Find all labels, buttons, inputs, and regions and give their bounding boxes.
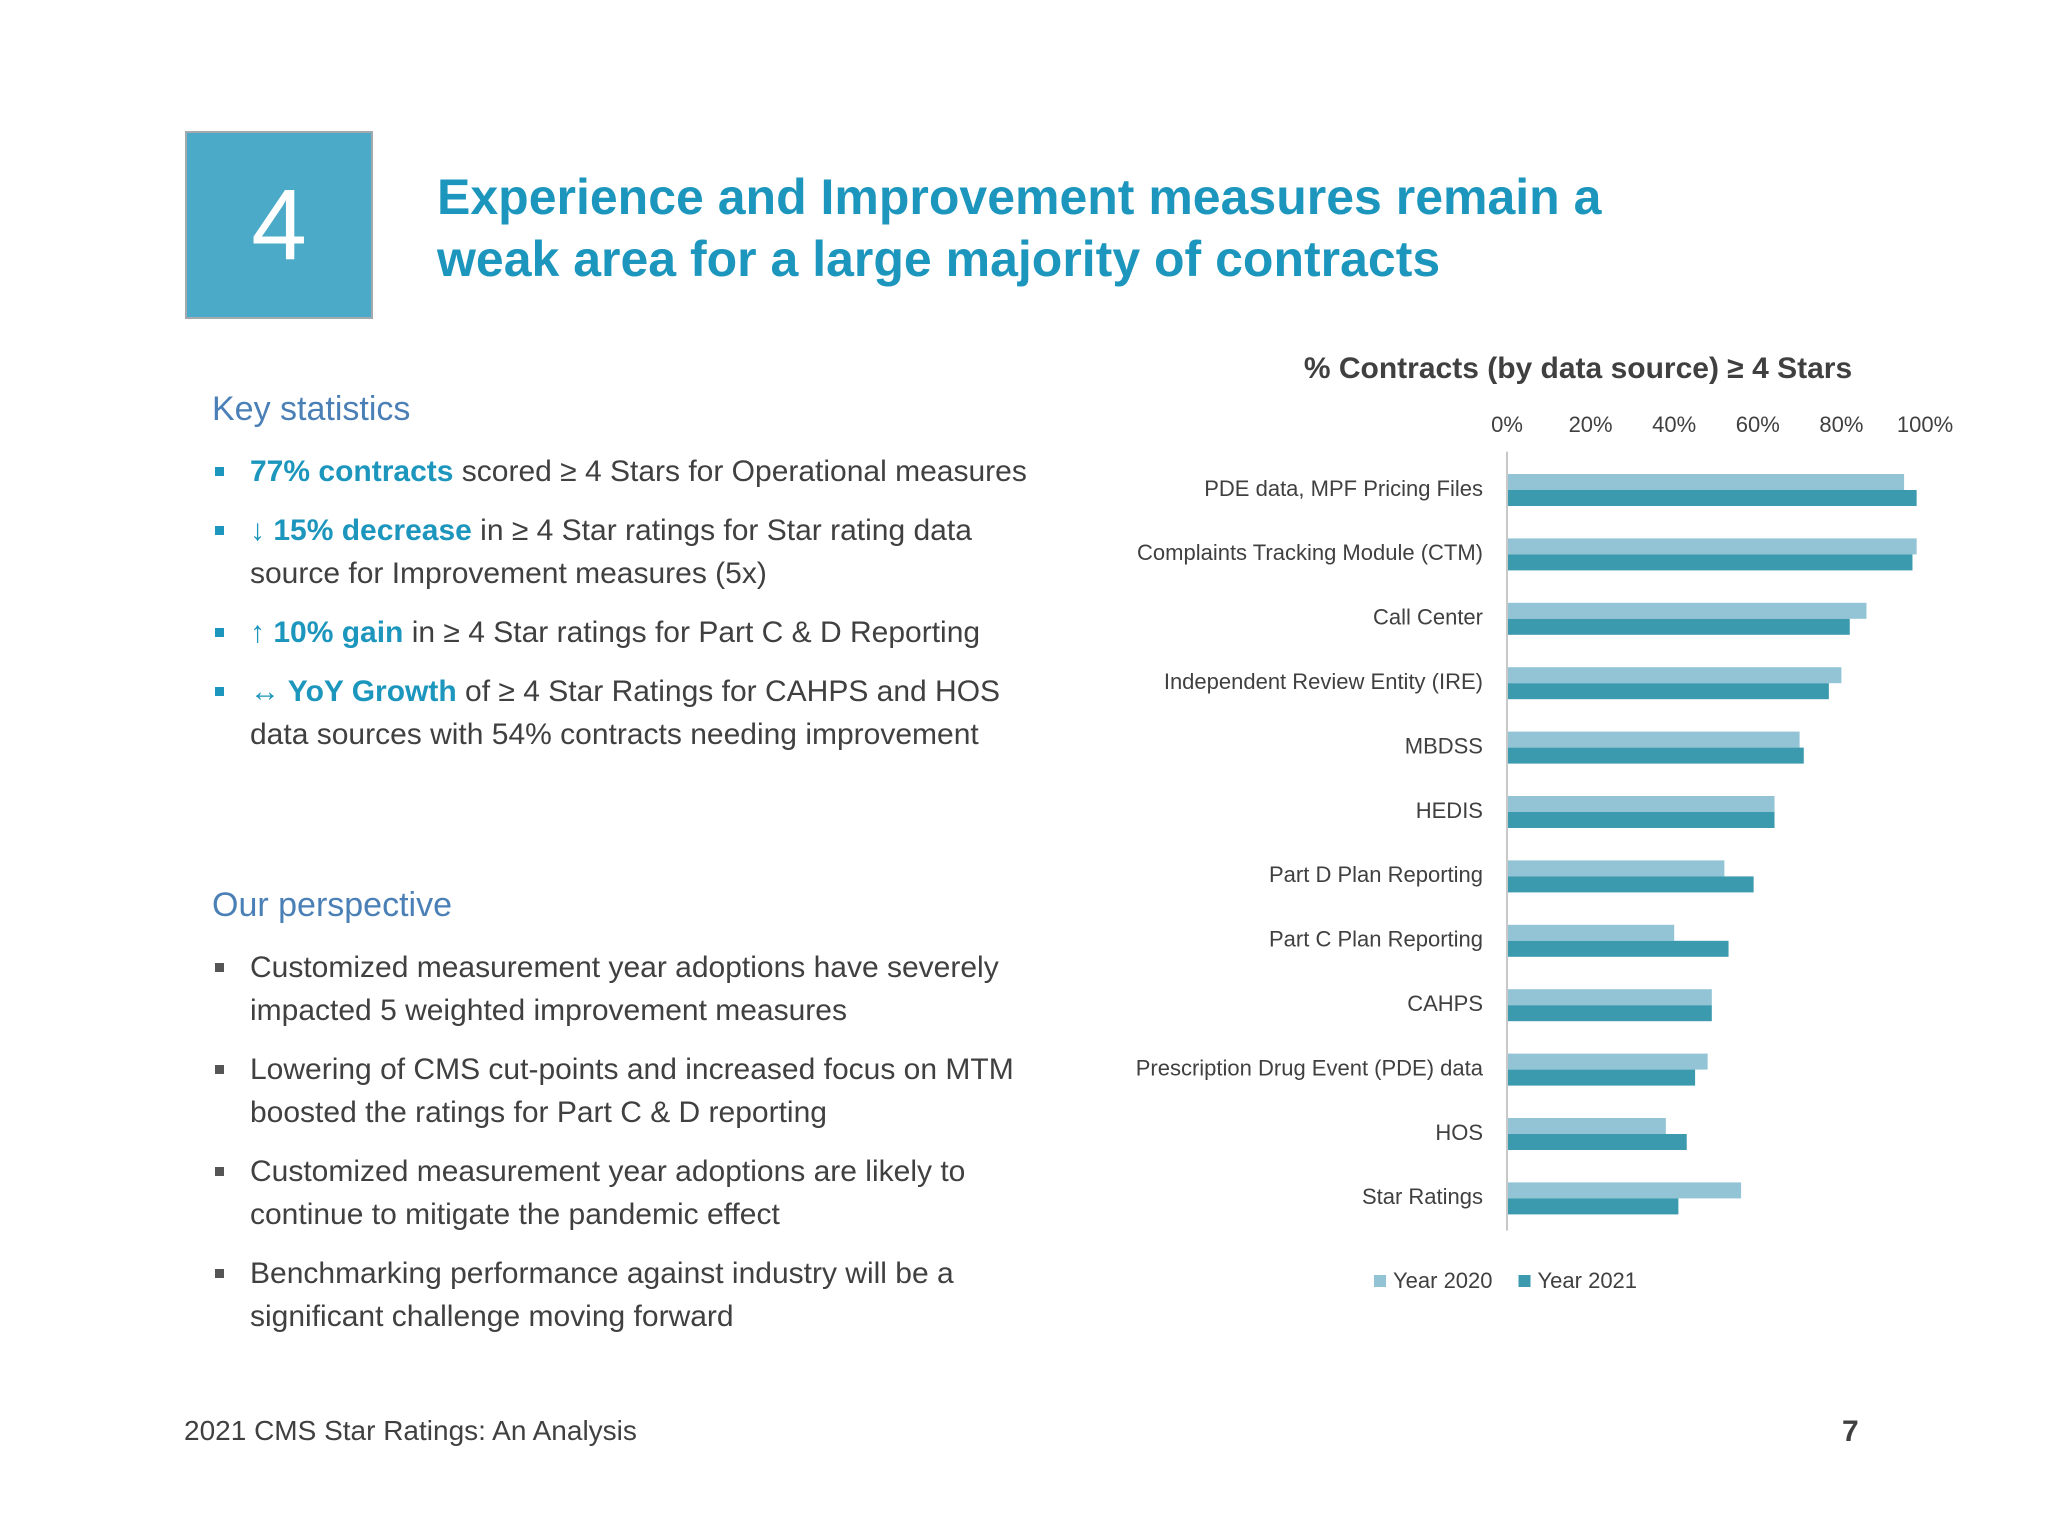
perspective-list: Customized measurement year adoptions ha…: [212, 946, 1042, 1354]
bar: [1507, 876, 1754, 893]
bar: [1507, 618, 1850, 635]
y-tick-label: Independent Review Entity (IRE): [1164, 669, 1483, 694]
highlight: 77% contracts: [250, 455, 454, 488]
y-tick-label: CAHPS: [1407, 991, 1483, 1016]
bar: [1507, 1053, 1708, 1070]
bar: [1507, 940, 1729, 957]
title-line: weak area for a large majority of contra…: [437, 231, 1441, 287]
bar: [1507, 989, 1712, 1006]
bar: [1507, 860, 1725, 877]
bar: [1507, 1118, 1666, 1134]
bar: [1507, 812, 1775, 828]
bullet-text: scored ≥ 4 Stars for Operational measure…: [461, 455, 1027, 488]
legend-swatch: [1518, 1275, 1531, 1287]
bar: [1507, 1005, 1712, 1022]
y-tick-label: PDE data, MPF Pricing Files: [1204, 476, 1483, 501]
x-tick-label: 40%: [1652, 412, 1696, 437]
highlight: ↓ 15% decrease: [250, 514, 472, 547]
bar: [1507, 1182, 1742, 1199]
highlight: ↑ 10% gain: [250, 616, 404, 649]
y-tick-label: Part C Plan Reporting: [1269, 927, 1483, 952]
legend-label: Year 2020: [1393, 1268, 1493, 1293]
y-tick-label: Prescription Drug Event (PDE) data: [1136, 1055, 1484, 1080]
x-tick-label: 60%: [1736, 412, 1780, 437]
bullet: Customized measurement year adoptions ar…: [212, 1150, 1042, 1236]
bar: [1507, 1134, 1687, 1150]
bullet: ↓ 15% decrease in ≥ 4 Star ratings for S…: [212, 509, 1042, 595]
section-heading: Key statistics: [212, 390, 411, 428]
y-tick-label: MBDSS: [1405, 733, 1483, 758]
section-heading: Our perspective: [212, 886, 452, 924]
bar: [1507, 683, 1829, 700]
y-tick-label: HEDIS: [1416, 798, 1483, 823]
bar: [1507, 1069, 1696, 1086]
y-tick-label: Star Ratings: [1362, 1184, 1483, 1209]
section-number: 4: [185, 131, 373, 319]
bullet: Customized measurement year adoptions ha…: [212, 946, 1042, 1032]
bullet: 77% contracts scored ≥ 4 Stars for Opera…: [212, 450, 1042, 493]
bullet: ↔ YoY Growth of ≥ 4 Star Ratings for CAH…: [212, 670, 1042, 756]
x-tick-label: 20%: [1569, 412, 1613, 437]
slide-title: Experience and Improvement measures rema…: [437, 166, 1601, 290]
x-tick-label: 0%: [1491, 412, 1523, 437]
y-tick-label: Call Center: [1373, 605, 1483, 630]
bullet: Lowering of CMS cut-points and increased…: [212, 1048, 1042, 1134]
chart-title: % Contracts (by data source) ≥ 4 Stars: [1304, 352, 1852, 385]
key-stats-list: 77% contracts scored ≥ 4 Stars for Opera…: [212, 450, 1042, 772]
x-tick-label: 80%: [1819, 412, 1863, 437]
bullet-text: in ≥ 4 Star ratings for Star rating data…: [250, 514, 972, 590]
bar: [1507, 474, 1905, 490]
bar: [1507, 554, 1913, 571]
bullet-text: of ≥ 4 Star Ratings for CAHPS and HOS da…: [250, 675, 1001, 751]
bar: [1507, 490, 1917, 506]
bar: [1507, 667, 1842, 684]
bar: [1507, 747, 1804, 764]
page-number: 7: [1842, 1415, 1859, 1448]
highlight: ↔ YoY Growth: [250, 675, 457, 708]
footer-text: 2021 CMS Star Ratings: An Analysis: [184, 1415, 637, 1446]
bar: [1507, 731, 1800, 748]
bar: [1507, 1198, 1679, 1215]
legend-swatch: [1374, 1275, 1386, 1287]
bullet: Benchmarking performance against industr…: [212, 1252, 1042, 1338]
y-tick-label: HOS: [1435, 1120, 1483, 1145]
bar: [1507, 538, 1917, 555]
title-line: Experience and Improvement measures rema…: [437, 169, 1602, 225]
x-tick-label: 100%: [1897, 412, 1953, 437]
y-tick-label: Part D Plan Reporting: [1269, 862, 1483, 887]
bar: [1507, 924, 1675, 941]
bullet-text: in ≥ 4 Star ratings for Part C & D Repor…: [411, 616, 981, 649]
bullet: ↑ 10% gain in ≥ 4 Star ratings for Part …: [212, 611, 1042, 654]
legend-label: Year 2021: [1538, 1268, 1638, 1293]
bar: [1507, 796, 1775, 812]
y-tick-label: Complaints Tracking Module (CTM): [1137, 540, 1483, 565]
bar: [1507, 602, 1867, 619]
